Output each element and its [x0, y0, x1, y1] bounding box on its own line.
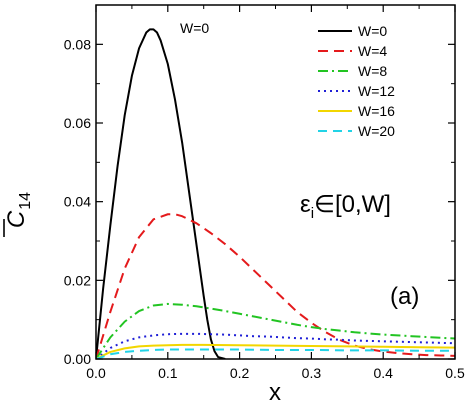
y-axis-label-sub: 14	[17, 192, 34, 210]
energy-range-annotation: εi∈[0,W]	[300, 191, 391, 222]
series-line-w8	[96, 302, 455, 359]
x-tick-label: 0.0	[86, 365, 106, 381]
series-line-w16	[96, 343, 455, 359]
svg-text:C14: C14	[3, 192, 34, 228]
x-tick-label: 0.4	[373, 365, 393, 381]
y-axis-label: C14	[3, 192, 34, 237]
series-line-w4	[96, 213, 455, 359]
series-layer	[96, 28, 455, 359]
epsilon-range: ∈[0,W]	[314, 191, 391, 218]
x-tick-label: 0.1	[158, 365, 178, 381]
y-axis-label-main: C	[3, 210, 30, 228]
legend-label: W=20	[358, 123, 395, 139]
panel-label: (a)	[390, 283, 419, 310]
ticks-layer: 0.0 0.1 0.2 0.3 0.4 0.5 0.00 0.02 0.04 0.06 0.08	[64, 5, 465, 381]
w0-peak-label: W=0	[180, 20, 209, 36]
y-tick-label: 0.02	[64, 272, 91, 288]
legend-label: W=12	[358, 83, 395, 99]
legend: W=0 W=4 W=8 W=12 W=16 W=20	[318, 23, 395, 139]
legend-label: W=4	[358, 43, 387, 59]
y-tick-label: 0.00	[64, 351, 91, 367]
y-tick-label: 0.04	[64, 194, 91, 210]
x-axis-label: x	[269, 379, 281, 405]
legend-label: W=16	[358, 103, 395, 119]
y-tick-label: 0.06	[64, 115, 91, 131]
series-line-w0	[96, 28, 226, 359]
epsilon-subscript: i	[311, 205, 314, 222]
series-line-w20	[96, 348, 455, 359]
legend-label: W=8	[358, 63, 387, 79]
x-tick-label: 0.2	[230, 365, 250, 381]
y-tick-label: 0.08	[64, 36, 91, 52]
legend-label: W=0	[358, 23, 387, 39]
x-tick-label: 0.3	[302, 365, 322, 381]
x-tick-label: 0.5	[445, 365, 465, 381]
epsilon-symbol: ε	[300, 191, 311, 218]
